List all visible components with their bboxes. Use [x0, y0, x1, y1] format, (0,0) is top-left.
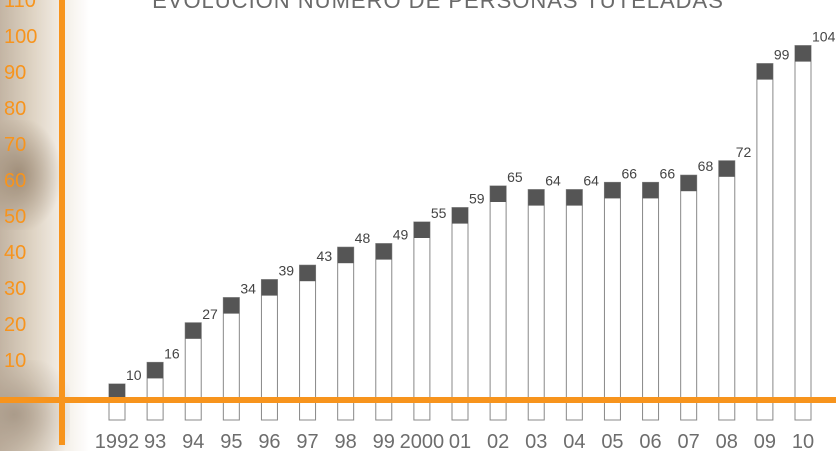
y-tick-40: 40 [4, 242, 26, 264]
x-tick-1992: 1992 [95, 431, 140, 451]
bar-04 [565, 189, 583, 421]
x-tick-01: 01 [449, 431, 471, 451]
bar-marker-07 [680, 175, 697, 192]
data-label-03: 64 [545, 173, 561, 189]
data-label-99: 49 [393, 227, 409, 243]
data-label-04: 64 [583, 173, 599, 189]
bar-07 [680, 174, 698, 421]
y-tick-20: 20 [4, 314, 26, 336]
x-tick-94: 94 [182, 431, 204, 451]
data-label-10: 104 [812, 29, 836, 45]
bar-marker-08 [718, 160, 735, 177]
bar-06 [642, 181, 660, 421]
y-tick-60: 60 [4, 170, 26, 192]
y-tick-100: 100 [4, 26, 37, 48]
data-label-07: 68 [698, 158, 714, 174]
bar-08 [718, 160, 736, 421]
x-tick-labels: 1992 93 94 95 96 97 98 99 2000 01 02 03 04 05 06 07 08 09… [95, 431, 814, 451]
x-tick-98: 98 [335, 431, 357, 451]
bar-marker-1992 [109, 384, 125, 400]
x-tick-03: 03 [525, 431, 547, 451]
data-label-06: 66 [660, 165, 676, 181]
bar-marker-93 [147, 362, 164, 379]
x-tick-2000: 2000 [400, 431, 445, 451]
x-tick-07: 07 [678, 431, 700, 451]
data-label-93: 16 [164, 345, 180, 361]
data-label-98: 48 [355, 230, 371, 246]
y-tick-70: 70 [4, 134, 26, 156]
bar-marker-02 [490, 186, 507, 202]
x-tick-09: 09 [754, 431, 776, 451]
chart-title: EVOLUCIÓN NÚMERO DE PERSONAS TUTELADAS [152, 0, 724, 13]
bar-marker-96 [261, 279, 278, 296]
bar-05 [603, 181, 621, 421]
data-label-97: 43 [317, 248, 333, 264]
data-label-08: 72 [736, 144, 752, 160]
x-tick-08: 08 [716, 431, 738, 451]
data-label-96: 39 [278, 263, 294, 279]
bar-marker-94 [185, 322, 202, 339]
y-tick-80: 80 [4, 98, 26, 120]
data-label-95: 34 [240, 281, 256, 297]
x-tick-95: 95 [220, 431, 242, 451]
bar-marker-2000 [413, 222, 430, 238]
bar-01 [451, 207, 469, 421]
bar-09 [756, 63, 774, 421]
y-tick-labels: 10 20 30 40 50 60 70 80 90 100 110 [4, 0, 37, 372]
x-tick-02: 02 [487, 431, 509, 451]
y-tick-50: 50 [4, 206, 26, 228]
bar-97 [299, 264, 317, 421]
bar-10 [794, 45, 812, 421]
y-tick-10: 10 [4, 350, 26, 372]
bar-02 [489, 185, 507, 421]
bar-marker-09 [756, 63, 773, 80]
y-tick-110: 110 [4, 0, 36, 12]
x-tick-10: 10 [792, 431, 814, 451]
data-label-05: 66 [621, 165, 637, 181]
bar-98 [337, 246, 355, 421]
y-tick-90: 90 [4, 62, 26, 84]
x-tick-97: 97 [296, 431, 318, 451]
bars-layer [108, 45, 812, 421]
data-label-2000: 55 [431, 205, 447, 221]
x-tick-06: 06 [639, 431, 661, 451]
bar-marker-05 [604, 182, 621, 199]
bar-marker-98 [337, 247, 354, 264]
x-tick-93: 93 [144, 431, 166, 451]
bar-03 [527, 189, 545, 421]
bar-marker-10 [795, 45, 811, 62]
bar-marker-95 [223, 297, 240, 314]
data-label-1992: 10 [126, 367, 142, 383]
x-tick-05: 05 [601, 431, 623, 451]
bar-marker-04 [566, 189, 583, 206]
bar-99 [375, 243, 393, 421]
background-photo [0, 0, 90, 451]
bar-marker-03 [528, 189, 545, 206]
data-label-01: 59 [469, 191, 485, 207]
y-tick-30: 30 [4, 278, 26, 300]
data-label-09: 99 [774, 47, 790, 63]
data-label-94: 27 [202, 306, 218, 322]
x-tick-04: 04 [563, 431, 585, 451]
bar-marker-97 [299, 265, 316, 282]
bar-2000 [413, 221, 431, 421]
bar-marker-06 [642, 182, 659, 199]
bar-marker-01 [452, 207, 468, 224]
data-label-02: 65 [507, 169, 523, 185]
x-tick-96: 96 [258, 431, 280, 451]
x-tick-99: 99 [373, 431, 395, 451]
bar-marker-99 [375, 243, 392, 260]
data-labels: 10 16 27 34 39 43 48 49 55 59 65 64 64 66 66 68 72 99 104 [126, 29, 836, 383]
